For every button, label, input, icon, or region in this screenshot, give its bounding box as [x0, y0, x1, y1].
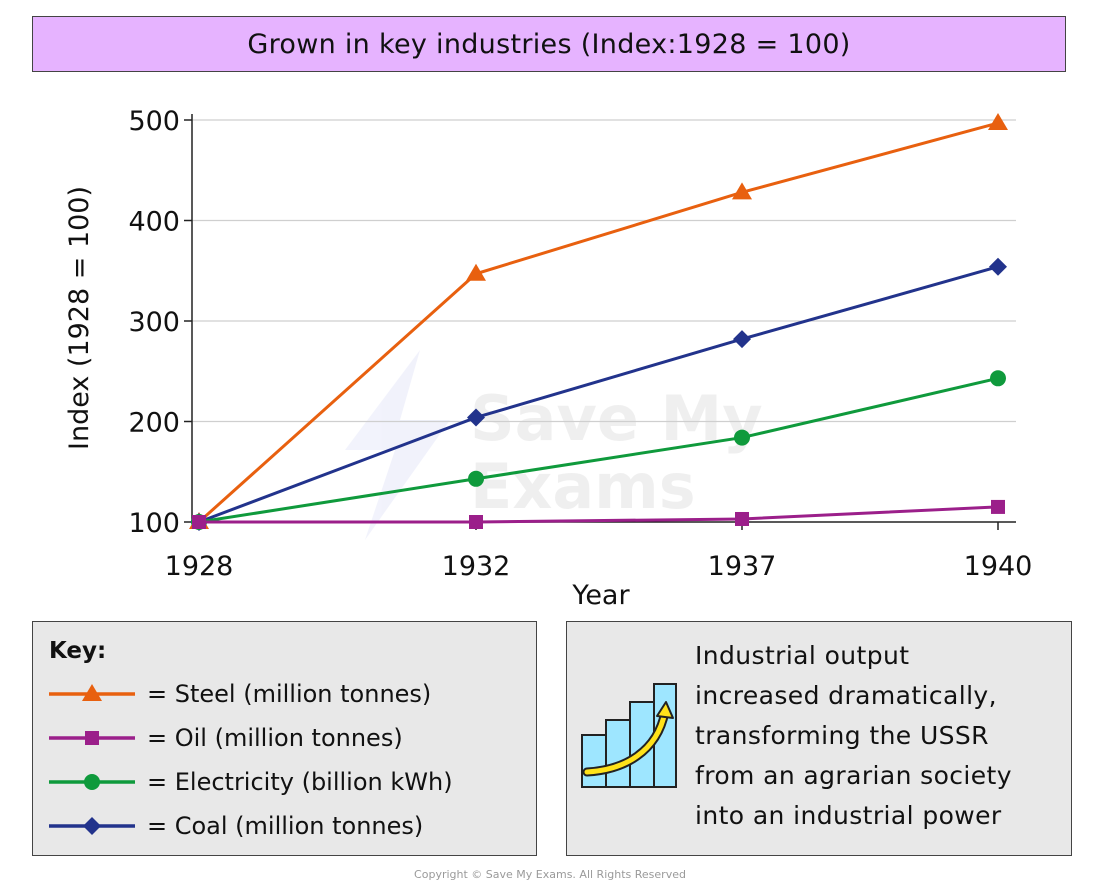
x-tick-label: 1932	[442, 551, 511, 582]
series-line	[198, 265, 999, 524]
data-point	[192, 515, 206, 529]
x-tick-label: 1937	[708, 551, 777, 582]
data-point	[85, 731, 99, 745]
legend-item-electricity: = Electricity (billion kWh)	[47, 762, 453, 802]
copyright-notice: Copyright © Save My Exams. All Rights Re…	[414, 868, 686, 881]
legend-item-steel: = Steel (million tonnes)	[47, 674, 431, 714]
x-tick-label: 1928	[165, 551, 234, 582]
info-box: Industrial output increased dramatically…	[566, 621, 1072, 856]
data-point	[732, 182, 752, 200]
info-line: from an agrarian society	[695, 761, 1012, 790]
y-tick-label: 300	[128, 307, 180, 338]
legend-label-oil: = Oil (million tonnes)	[147, 724, 403, 752]
watermark-bolt-icon	[345, 350, 450, 540]
x-axis-label: Year	[571, 580, 630, 611]
diamond-marker-icon	[49, 817, 135, 835]
data-point	[468, 470, 484, 487]
data-point	[83, 817, 101, 835]
data-point	[82, 684, 102, 701]
data-point	[733, 330, 751, 349]
data-point	[469, 515, 483, 529]
series-diamond	[190, 257, 1007, 531]
series-square	[192, 499, 1005, 529]
data-point	[84, 774, 100, 790]
growth-chart-icon	[581, 683, 677, 788]
data-point	[466, 263, 486, 281]
info-line: transforming the USSR	[695, 721, 989, 750]
watermark-text: Save My	[470, 382, 763, 455]
x-tick-label: 1940	[964, 551, 1033, 582]
legend-box: Key: = Steel (million tonnes) = Oil (mil…	[32, 621, 537, 856]
legend-item-oil: = Oil (million tonnes)	[47, 718, 403, 758]
data-point	[989, 257, 1007, 276]
info-line: Industrial output	[695, 641, 910, 670]
y-tick-label: 400	[128, 207, 180, 238]
y-tick-label: 500	[128, 106, 180, 137]
info-line: into an industrial power	[695, 801, 1002, 830]
info-line: increased dramatically,	[695, 681, 997, 710]
chart-title-banner: Grown in key industries (Index:1928 = 10…	[32, 16, 1066, 72]
series-circle	[191, 370, 1006, 530]
data-point	[735, 511, 749, 526]
info-text: Industrial output increased dramatically…	[695, 636, 1067, 836]
data-point	[991, 499, 1005, 514]
data-point	[988, 113, 1008, 131]
legend-label-steel: = Steel (million tonnes)	[147, 680, 432, 708]
data-point	[734, 429, 750, 446]
legend-label-electricity: = Electricity (billion kWh)	[147, 768, 453, 796]
series-line	[198, 376, 999, 524]
series-line	[199, 505, 999, 524]
data-point	[467, 408, 485, 427]
y-tick-label: 200	[128, 408, 180, 439]
legend-label-coal: = Coal (million tonnes)	[147, 812, 424, 840]
circle-marker-icon	[49, 774, 135, 790]
legend-title: Key:	[49, 638, 107, 664]
triangle-marker-icon	[49, 684, 135, 701]
y-tick-label: 100	[128, 508, 180, 539]
series-line	[197, 121, 999, 524]
square-marker-icon	[49, 731, 135, 745]
data-point	[990, 370, 1006, 387]
chart-title: Grown in key industries (Index:1928 = 10…	[247, 28, 851, 60]
y-axis-label: Index (1928 = 100)	[64, 186, 95, 450]
legend-item-coal: = Coal (million tonnes)	[47, 806, 423, 846]
